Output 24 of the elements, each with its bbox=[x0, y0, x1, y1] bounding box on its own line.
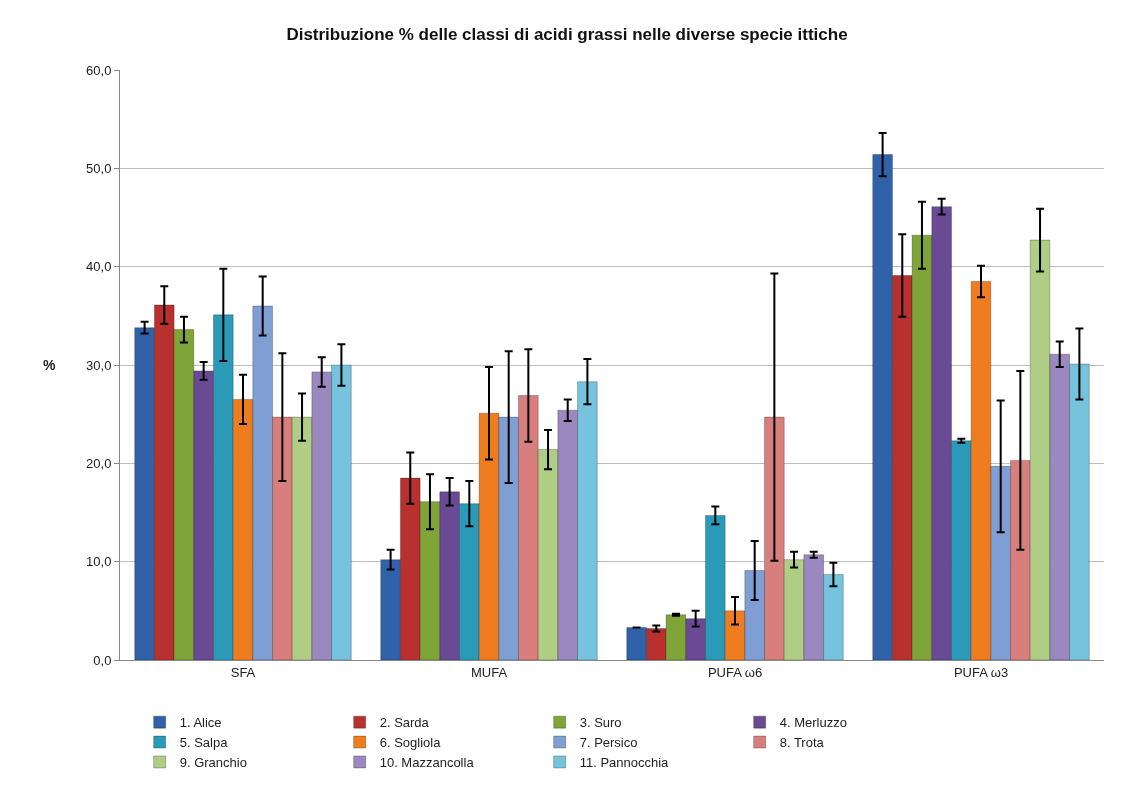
x-tick-label: PUFA ω6 bbox=[707, 664, 763, 680]
legend-label: 1. Alice bbox=[179, 715, 222, 731]
legend-label: 8. Trota bbox=[779, 735, 825, 751]
legend-label: 3. Suro bbox=[579, 715, 622, 731]
y-tick-label: 60,0 bbox=[86, 62, 112, 78]
y-tick-label: 50,0 bbox=[86, 160, 112, 176]
y-tick-label: 10,0 bbox=[86, 554, 112, 570]
x-tick-label: MUFA bbox=[470, 664, 508, 680]
y-tick-label: 20,0 bbox=[86, 455, 112, 471]
y-tick-label: 0,0 bbox=[93, 652, 112, 668]
legend-label: 7. Persico bbox=[579, 735, 638, 751]
legend-label: 6. Sogliola bbox=[379, 735, 442, 751]
legend-label: 2. Sarda bbox=[379, 715, 430, 731]
y-axis-title: % bbox=[43, 357, 56, 373]
y-tick-label: 40,0 bbox=[86, 259, 112, 275]
legend-label: 4. Merluzzo bbox=[779, 715, 847, 731]
legend-label: 9. Granchio bbox=[179, 755, 247, 771]
legend-label: 5. Salpa bbox=[179, 735, 229, 751]
x-tick-label: SFA bbox=[230, 664, 256, 680]
y-tick-label: 30,0 bbox=[86, 357, 112, 373]
x-tick-label: PUFA ω3 bbox=[953, 664, 1009, 680]
legend-label: 11. Pannocchia bbox=[579, 755, 670, 771]
legend-label: 10. Mazzancolla bbox=[379, 755, 475, 771]
chart-title: Distribuzione % delle classi di acidi grassi nelle diverse specie ittiche bbox=[286, 24, 848, 44]
